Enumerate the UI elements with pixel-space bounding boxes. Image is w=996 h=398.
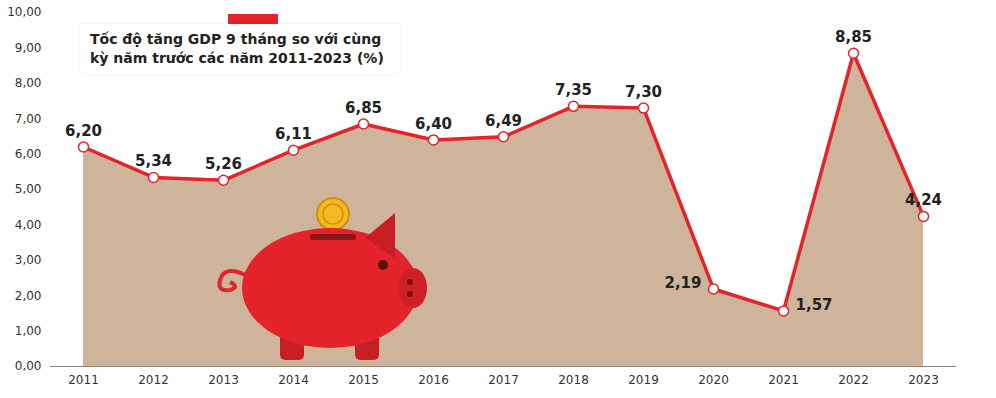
svg-text:5,26: 5,26 bbox=[205, 155, 242, 173]
svg-text:5,34: 5,34 bbox=[135, 152, 172, 170]
svg-text:7,00: 7,00 bbox=[15, 112, 42, 126]
svg-text:8,85: 8,85 bbox=[835, 28, 872, 46]
svg-text:6,00: 6,00 bbox=[15, 147, 42, 161]
svg-text:2019: 2019 bbox=[628, 373, 659, 387]
svg-text:0,00: 0,00 bbox=[15, 359, 42, 373]
svg-text:2015: 2015 bbox=[348, 373, 379, 387]
svg-text:9,00: 9,00 bbox=[15, 41, 42, 55]
svg-text:2021: 2021 bbox=[768, 373, 799, 387]
html-text:Tốc độ tăng GDP 9 tháng so với: Tốc độ tăng GDP 9 tháng so với cùng kỳ n… bbox=[90, 31, 384, 66]
svg-text:6,20: 6,20 bbox=[65, 122, 102, 140]
svg-text:4,00: 4,00 bbox=[15, 218, 42, 232]
svg-text:7,35: 7,35 bbox=[555, 81, 592, 99]
svg-text:2017: 2017 bbox=[488, 373, 519, 387]
svg-text:2022: 2022 bbox=[838, 373, 869, 387]
svg-text:2016: 2016 bbox=[418, 373, 449, 387]
svg-text:1,00: 1,00 bbox=[15, 324, 42, 338]
svg-text:6,11: 6,11 bbox=[275, 125, 312, 143]
svg-text:2018: 2018 bbox=[558, 373, 589, 387]
svg-text:2012: 2012 bbox=[138, 373, 169, 387]
svg-text:7,30: 7,30 bbox=[625, 83, 662, 101]
svg-text:3,00: 3,00 bbox=[15, 253, 42, 267]
svg-text:2011: 2011 bbox=[68, 373, 99, 387]
svg-text:6,85: 6,85 bbox=[345, 99, 382, 117]
svg-text:4,24: 4,24 bbox=[905, 191, 942, 209]
svg-text:2023: 2023 bbox=[908, 373, 939, 387]
svg-text:6,40: 6,40 bbox=[415, 115, 452, 133]
svg-text:2,00: 2,00 bbox=[15, 289, 42, 303]
svg-text:2,19: 2,19 bbox=[664, 274, 701, 292]
svg-text:5,00: 5,00 bbox=[15, 182, 42, 196]
svg-text:2014: 2014 bbox=[278, 373, 309, 387]
svg-text:2020: 2020 bbox=[698, 373, 729, 387]
svg-text:1,57: 1,57 bbox=[796, 296, 833, 314]
svg-text:6,49: 6,49 bbox=[485, 112, 522, 130]
svg-text:8,00: 8,00 bbox=[15, 76, 42, 90]
svg-text:2013: 2013 bbox=[208, 373, 239, 387]
svg-text:10,00: 10,00 bbox=[7, 5, 41, 19]
